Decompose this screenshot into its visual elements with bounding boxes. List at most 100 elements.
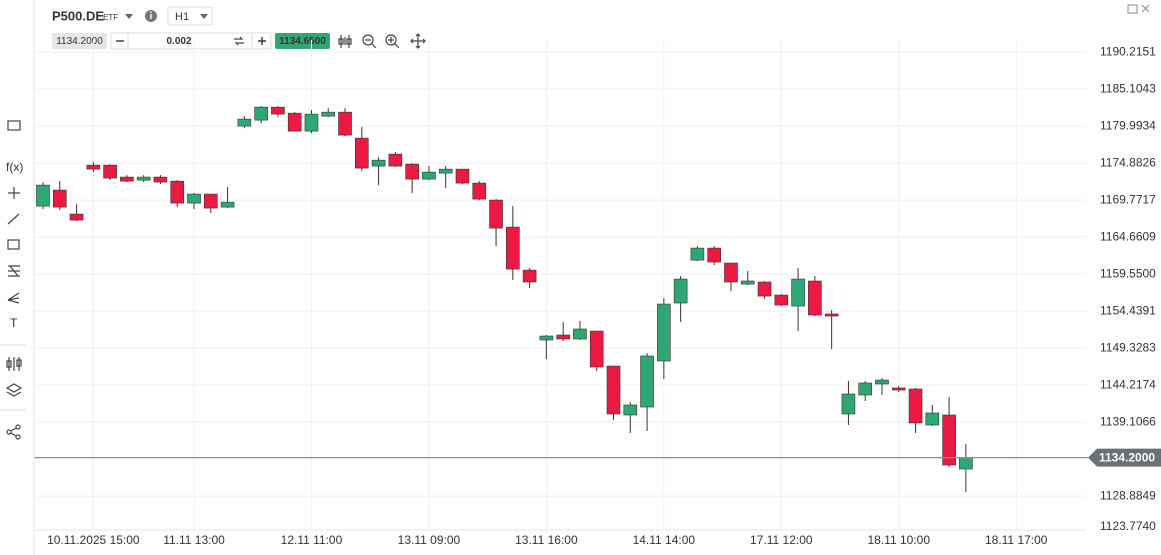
candle-body [506, 226, 520, 270]
symbol[interactable]: P500.DE [52, 8, 104, 23]
candle-body [321, 111, 336, 117]
candle-body [891, 387, 906, 391]
zoom-out-glyph [365, 39, 377, 49]
candle-body [287, 112, 302, 132]
layers-icon[interactable] [5, 383, 23, 397]
candle-body [606, 365, 621, 415]
text-tool[interactable]: T [10, 316, 18, 330]
timeframe-select[interactable] [167, 6, 213, 26]
y-tick-label: 1174.8826 [1100, 155, 1156, 169]
candle-body [589, 330, 604, 368]
info-glyph [150, 14, 152, 19]
candle-body [858, 382, 873, 396]
candle-body [757, 281, 772, 297]
maximize-icon[interactable] [1127, 4, 1138, 14]
pan-icon[interactable] [410, 33, 426, 49]
last-price-tag [1088, 448, 1161, 467]
y-tick-label: 1185.1043 [1100, 81, 1156, 95]
chart-type-icon[interactable] [338, 35, 352, 48]
candle-body [489, 199, 503, 229]
swap-icon[interactable] [234, 36, 244, 46]
indicators-button[interactable]: f(x) [6, 160, 23, 174]
candle-body [623, 404, 638, 416]
candle-body [522, 269, 537, 283]
candle-body [908, 388, 923, 424]
symbol-dropdown[interactable] [125, 14, 133, 19]
zoom-in-icon[interactable] [385, 34, 397, 46]
candle-body [942, 414, 956, 466]
y-tick-label: 1123.7740 [1100, 519, 1156, 533]
share-icon-dot [15, 424, 21, 430]
candle-body [271, 106, 285, 115]
candle-body [203, 193, 218, 209]
candle-body [136, 176, 151, 181]
line-tool-icon[interactable] [7, 213, 20, 225]
close-icon[interactable] [1141, 4, 1150, 13]
ask-box[interactable] [275, 33, 330, 49]
candle-body [657, 303, 671, 362]
candle-body [388, 153, 403, 167]
candle-body [254, 106, 268, 121]
candle-body [355, 137, 369, 169]
y-tick-label: 1144.2174 [1100, 377, 1156, 391]
x-tick-label: 14.11 14:00 [633, 533, 696, 547]
candle-body [875, 379, 889, 385]
x-tick-label: 18.11 17:00 [985, 533, 1048, 547]
candle-body [472, 182, 487, 200]
fib-tool-icon[interactable] [8, 265, 20, 277]
screen-icon[interactable] [7, 120, 21, 131]
x-tick-label: 11.11 13:00 [163, 533, 225, 547]
fan-tool-icon[interactable] [7, 292, 20, 304]
candle-body [170, 180, 185, 204]
y-tick-label: 1159.5500 [1100, 266, 1156, 280]
candle-body [422, 171, 436, 180]
ask-price: 1134.6500 [279, 36, 326, 47]
quantity-box[interactable] [110, 32, 272, 50]
rectangle-tool-icon[interactable] [7, 239, 20, 250]
y-tick-label: 1139.1066 [1100, 414, 1156, 428]
candle-body [338, 111, 352, 136]
share-icon-lines [10, 427, 17, 437]
bid-price: 1134.2000 [56, 36, 103, 47]
share-icon-dot [15, 434, 21, 440]
quantity[interactable]: 0.002 [166, 36, 191, 47]
x-tick-label: 13.11 16:00 [515, 533, 578, 547]
x-tick-label: 10.11.2025 15:00 [47, 533, 140, 547]
indicator-icon[interactable] [6, 357, 22, 371]
candle-body [69, 213, 84, 221]
timeframe: H1 [175, 11, 189, 23]
candle-body [103, 164, 117, 179]
candle-body [371, 159, 386, 167]
candle-body [640, 355, 654, 408]
candle-body [841, 393, 856, 415]
crosshair-icon[interactable] [8, 187, 20, 199]
x-tick-label: 13.11 09:00 [398, 533, 461, 547]
candle-body [86, 164, 101, 170]
candle-body [539, 335, 554, 341]
candle-body [52, 189, 67, 208]
candle-body [237, 118, 252, 127]
x-tick-label: 17.11 12:00 [750, 533, 813, 547]
symbol-type: ETF [103, 13, 118, 22]
zoom-out-icon[interactable] [362, 34, 374, 46]
y-tick-label: 1169.7717 [1100, 192, 1156, 206]
y-tick-label: 1154.4391 [1100, 303, 1156, 317]
candle-body [573, 328, 587, 340]
candle-body [556, 334, 570, 340]
last-price-label: 1134.2000 [1099, 450, 1155, 464]
candle-body [724, 262, 738, 283]
y-tick-label: 1164.6609 [1100, 229, 1156, 243]
candle-body [153, 176, 168, 183]
candle-body [220, 201, 235, 208]
plus-button[interactable] [258, 37, 266, 45]
y-tick-label: 1149.3283 [1100, 340, 1156, 354]
y-tick-label: 1128.8849 [1100, 488, 1156, 502]
candle-body [791, 278, 805, 307]
share-icon[interactable] [6, 429, 12, 435]
candle-body [690, 247, 705, 261]
candle-body [438, 168, 453, 174]
y-tick-label: 1190.2151 [1100, 44, 1156, 58]
candle-body [774, 294, 789, 306]
